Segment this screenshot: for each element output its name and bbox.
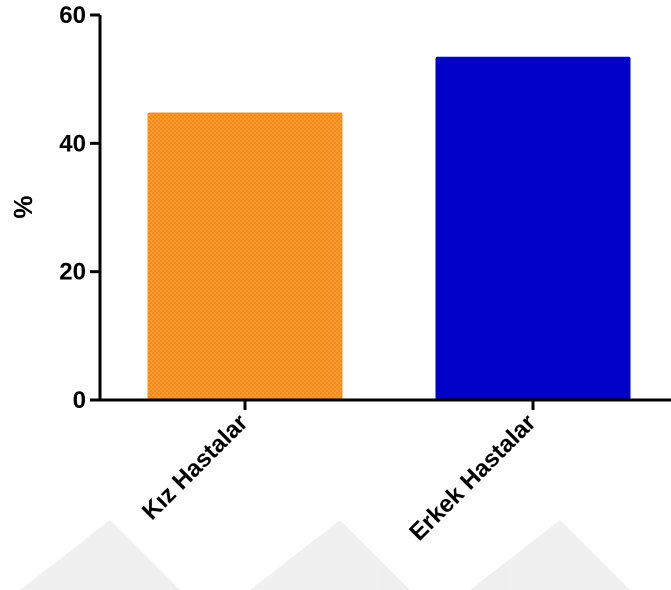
axes-layer bbox=[98, 15, 671, 402]
y-tick-label-40: 40 bbox=[59, 130, 86, 157]
y-tick-label-60: 60 bbox=[59, 2, 86, 29]
y-ticks-layer: 0 20 40 60 bbox=[59, 2, 100, 414]
bars-layer bbox=[147, 56, 631, 401]
y-axis-title: % bbox=[8, 195, 38, 218]
bar-2 bbox=[435, 56, 631, 400]
x-category-label-1: Kız Hastalar bbox=[137, 409, 253, 525]
x-category-label-2: Erkek Hastalar bbox=[404, 409, 541, 546]
bar-1 bbox=[147, 112, 343, 401]
y-tick-label-0: 0 bbox=[73, 387, 86, 414]
watermark bbox=[20, 520, 630, 590]
y-tick-label-20: 20 bbox=[59, 259, 86, 286]
